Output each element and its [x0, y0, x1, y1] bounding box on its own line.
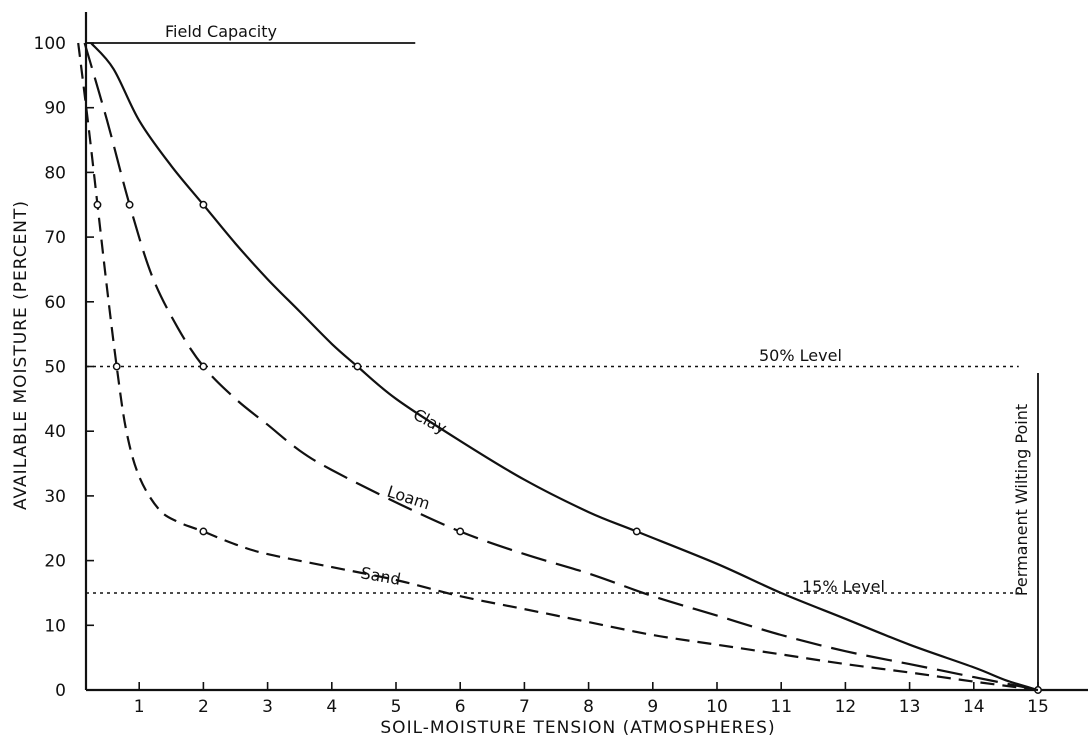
level-50-label: 50% Level — [759, 346, 842, 365]
labels: SOIL-MOISTURE TENSION (ATMOSPHERES) AVAI… — [11, 22, 1031, 738]
x-tick-label: 2 — [198, 697, 209, 717]
y-tick-label: 20 — [44, 552, 66, 572]
loam-point — [456, 527, 465, 536]
x-tick-label: 4 — [326, 697, 337, 717]
sand-point — [93, 200, 102, 209]
loam-point — [199, 362, 208, 371]
x-tick-label: 10 — [706, 697, 728, 717]
x-tick-label: 3 — [262, 697, 273, 717]
x-tick-label: 9 — [647, 697, 658, 717]
y-tick-label: 70 — [44, 228, 66, 248]
loam-point — [125, 200, 134, 209]
clay-curve — [90, 42, 1039, 692]
y-tick-label: 0 — [55, 681, 66, 701]
clay-point — [353, 362, 362, 371]
sand-point — [112, 362, 121, 371]
x-tick-label: 8 — [583, 697, 594, 717]
x-tick-label: 5 — [391, 697, 402, 717]
reference-lines — [86, 42, 1039, 690]
y-tick-label: 40 — [44, 422, 66, 442]
series-group — [77, 42, 1042, 694]
y-axis-title: AVAILABLE MOISTURE (PERCENT) — [11, 200, 31, 510]
y-tick-label: 80 — [44, 163, 66, 183]
x-tick-label: 13 — [899, 697, 921, 717]
x-axis-title: SOIL-MOISTURE TENSION (ATMOSPHERES) — [380, 718, 775, 738]
x-tick-label: 1 — [134, 697, 145, 717]
y-tick-label: 60 — [44, 293, 66, 313]
wilting-point-label: Permanent Wilting Point — [1012, 404, 1031, 596]
x-tick-label: 14 — [963, 697, 985, 717]
sand-label: Sand — [359, 563, 402, 589]
y-tick-label: 90 — [44, 99, 66, 119]
x-tick-label: 6 — [455, 697, 466, 717]
y-tick-label: 10 — [44, 616, 66, 636]
field-capacity-label: Field Capacity — [165, 22, 277, 41]
x-tick-label: 15 — [1027, 697, 1049, 717]
y-tick-label: 50 — [44, 358, 66, 378]
clay-point — [632, 527, 641, 536]
clay-label: Clay — [410, 405, 450, 438]
x-tick-label: 12 — [835, 697, 857, 717]
x-tick-label: 11 — [770, 697, 792, 717]
sand-point — [199, 527, 208, 536]
x-tick-label: 7 — [519, 697, 530, 717]
loam-curve — [83, 42, 1039, 692]
clay-point — [199, 200, 208, 209]
sand-curve — [77, 42, 1039, 692]
y-tick-label: 30 — [44, 487, 66, 507]
y-tick-label: 100 — [34, 34, 66, 54]
level-15-label: 15% Level — [802, 577, 885, 596]
